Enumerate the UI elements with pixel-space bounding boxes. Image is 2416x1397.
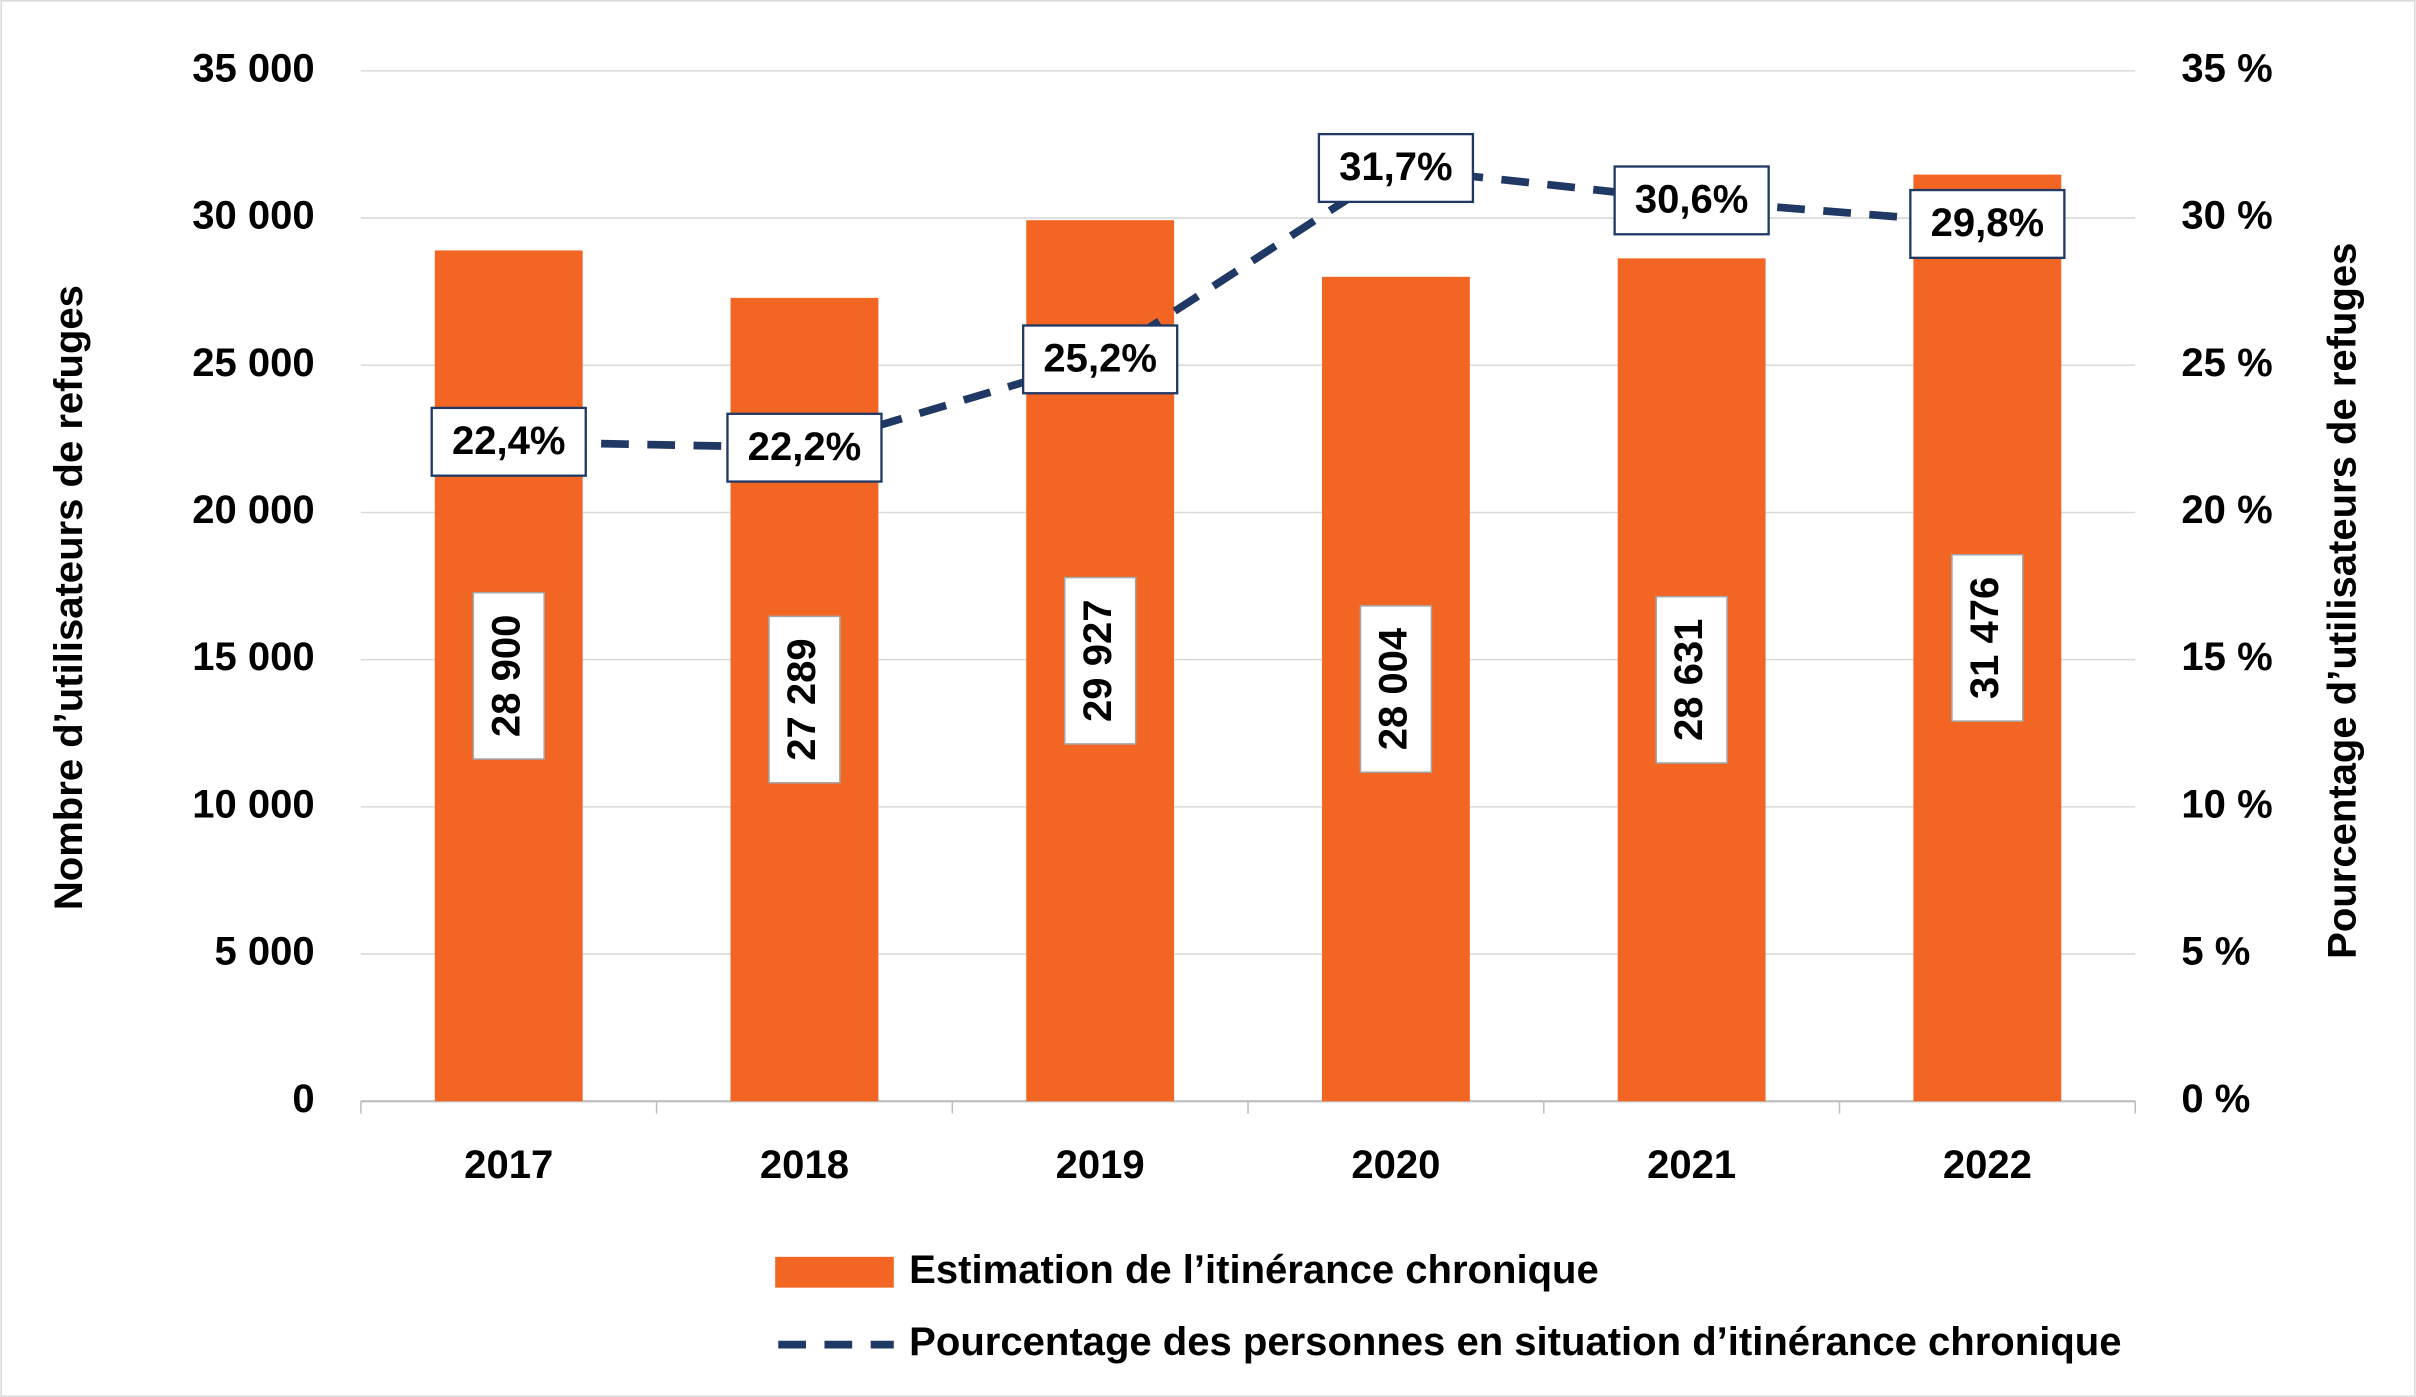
- y2-axis-title: Pourcentage d’utilisateurs de refuges: [2320, 243, 2364, 959]
- x-tick-label: 2018: [760, 1143, 849, 1187]
- y2-tick-label: 30 %: [2181, 194, 2272, 238]
- line-label-box: [430, 406, 587, 477]
- line-value-label: 31,7%: [1339, 145, 1453, 189]
- bar-label-box: [1951, 553, 2024, 722]
- y-tick-label: 5 000: [214, 930, 314, 974]
- y-tick-label: 10 000: [192, 782, 314, 826]
- line-value-label: 29,8%: [1931, 201, 2045, 245]
- bar-value-label: 27 289: [780, 638, 824, 760]
- y2-tick-label: 25 %: [2181, 341, 2272, 385]
- bar-label-box: [1655, 595, 1728, 764]
- bar-label-box: [1063, 576, 1137, 745]
- bar-value-label: 28 631: [1667, 619, 1711, 741]
- y-tick-label: 30 000: [192, 194, 314, 238]
- line-label-box: [1613, 165, 1770, 236]
- line-value-label: 22,4%: [452, 419, 566, 463]
- bar-value-label: 28 900: [484, 615, 528, 737]
- y-tick-label: 35 000: [192, 46, 314, 90]
- x-tick-label: 2021: [1647, 1143, 1736, 1187]
- y2-tick-label: 0 %: [2181, 1077, 2250, 1121]
- bar-value-label: 29 927: [1076, 600, 1120, 722]
- line-label-box: [726, 412, 883, 483]
- legend-swatch: [775, 1256, 894, 1288]
- legend-label: Pourcentage des personnes en situation d…: [909, 1320, 2121, 1364]
- line-label-box: [1909, 188, 2066, 259]
- line-value-label: 25,2%: [1043, 336, 1157, 380]
- y2-tick-label: 10 %: [2181, 782, 2272, 826]
- y-tick-label: 25 000: [192, 341, 314, 385]
- legend-label: Estimation de l’itinérance chronique: [909, 1248, 1599, 1292]
- bar-label-box: [1359, 605, 1433, 773]
- x-tick-label: 2020: [1351, 1143, 1440, 1187]
- line-value-label: 22,2%: [748, 425, 862, 469]
- bar-value-label: 28 004: [1371, 627, 1415, 750]
- bar-value-label: 31 476: [1963, 577, 2007, 699]
- y-axis-title: Nombre d’utilisateurs de refuges: [47, 285, 91, 910]
- x-tick-label: 2019: [1056, 1143, 1145, 1187]
- line-label-box: [1317, 132, 1475, 204]
- x-tick-label: 2017: [464, 1143, 553, 1187]
- y2-tick-label: 20 %: [2181, 488, 2272, 532]
- x-tick-label: 2022: [1943, 1143, 2032, 1187]
- y-tick-label: 15 000: [192, 635, 314, 679]
- y-tick-label: 0: [292, 1077, 314, 1121]
- bar-label-box: [768, 615, 841, 784]
- y2-tick-label: 5 %: [2181, 930, 2250, 974]
- y2-tick-label: 35 %: [2181, 46, 2272, 90]
- line-label-box: [1022, 324, 1179, 395]
- y2-tick-label: 15 %: [2181, 635, 2272, 679]
- line-value-label: 30,6%: [1635, 178, 1749, 222]
- bar-label-box: [472, 591, 545, 760]
- y-tick-label: 20 000: [192, 488, 314, 532]
